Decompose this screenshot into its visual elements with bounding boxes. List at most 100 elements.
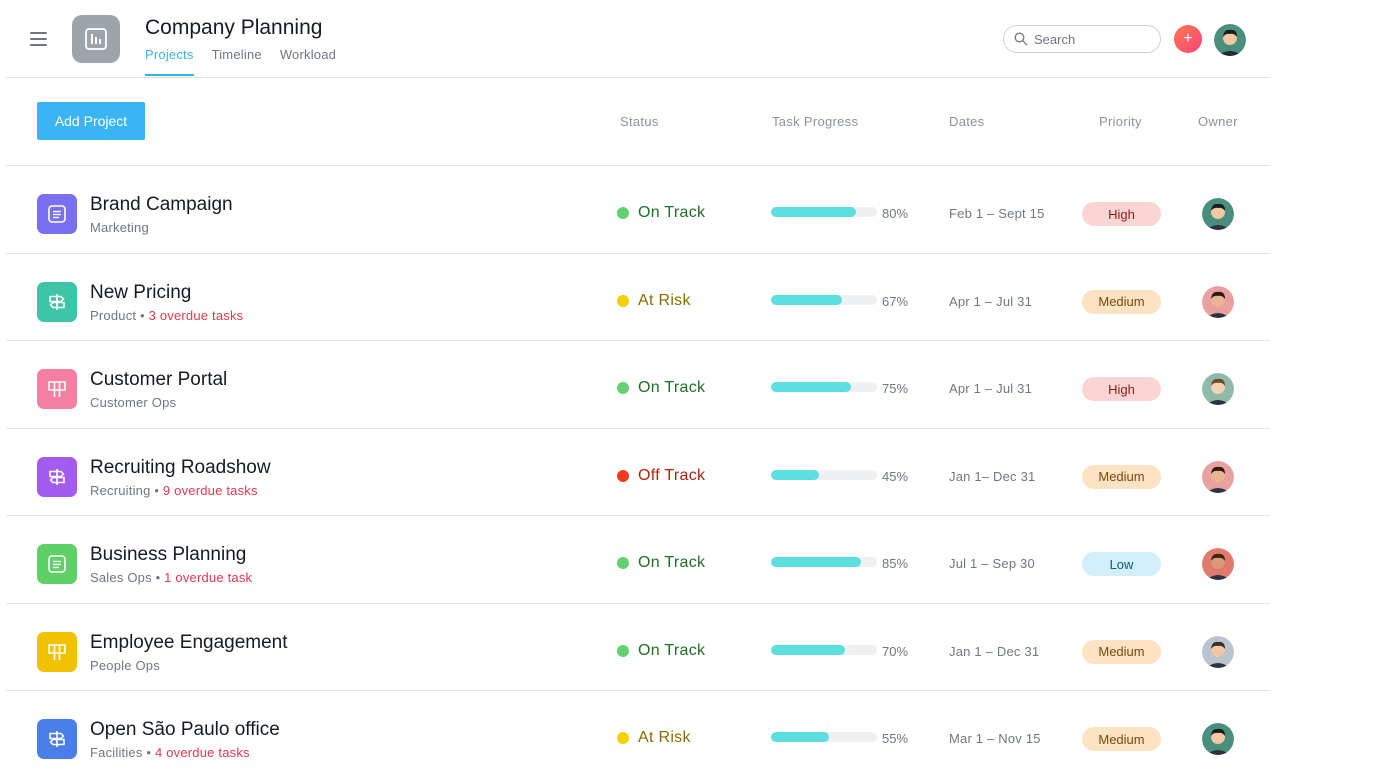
- tab-projects[interactable]: Projects: [145, 47, 194, 76]
- status-indicator[interactable]: On Track: [617, 204, 705, 222]
- progress-bar: [771, 469, 877, 480]
- search-placeholder: Search: [1034, 31, 1076, 47]
- project-dates[interactable]: Jul 1 – Sep 30: [949, 556, 1035, 571]
- separator: •: [155, 570, 161, 585]
- signpost-icon: [37, 456, 77, 497]
- progress-bar: [771, 557, 877, 567]
- tab-workload[interactable]: Workload: [279, 47, 337, 62]
- owner-avatar[interactable]: [1202, 460, 1234, 493]
- project-team: Product: [90, 307, 137, 323]
- project-name[interactable]: Customer Portal: [90, 369, 228, 390]
- quick-add-button[interactable]: +: [1174, 25, 1202, 53]
- progress-bar: [771, 382, 877, 392]
- project-meta: Customer Ops: [90, 395, 176, 410]
- column-status[interactable]: Status: [620, 114, 659, 129]
- status-dot-icon: [617, 207, 629, 219]
- project-name[interactable]: Business Planning: [90, 544, 247, 565]
- status-indicator[interactable]: Off Track: [617, 467, 705, 485]
- project-row[interactable]: New Pricing Product • 3 overdue tasks At…: [6, 254, 1270, 341]
- column-dates[interactable]: Dates: [949, 114, 985, 129]
- progress-fill: [771, 732, 830, 742]
- status-indicator[interactable]: On Track: [617, 642, 705, 660]
- project-row[interactable]: Brand Campaign Marketing On Track 80% Fe…: [6, 166, 1270, 254]
- progress-fill: [771, 207, 856, 217]
- overdue-tasks: 4 overdue tasks: [154, 745, 250, 760]
- project-name[interactable]: Open São Paulo office: [90, 719, 280, 740]
- priority-badge[interactable]: Low: [1082, 552, 1161, 576]
- project-meta: Recruiting • 9 overdue tasks: [90, 483, 258, 498]
- priority-badge[interactable]: High: [1082, 202, 1161, 226]
- priority-badge[interactable]: Medium: [1082, 727, 1161, 751]
- progress-percent: 55%: [882, 731, 909, 746]
- owner-avatar[interactable]: [1202, 373, 1234, 405]
- status-indicator[interactable]: On Track: [617, 379, 705, 397]
- project-name[interactable]: Brand Campaign: [90, 194, 233, 215]
- separator: •: [154, 482, 160, 498]
- tab-timeline[interactable]: Timeline: [211, 47, 262, 62]
- project-dates[interactable]: Apr 1 – Jul 31: [949, 381, 1033, 396]
- project-row[interactable]: Employee Engagement People Ops On Track …: [6, 604, 1270, 691]
- column-owner[interactable]: Owner: [1198, 114, 1238, 129]
- project-row[interactable]: Business Planning Sales Ops • 1 overdue …: [6, 516, 1270, 604]
- project-dates[interactable]: Mar 1 – Nov 15: [949, 731, 1041, 746]
- search-icon: [1014, 32, 1028, 46]
- priority-badge[interactable]: Medium: [1082, 639, 1161, 664]
- project-name[interactable]: Recruiting Roadshow: [90, 456, 271, 478]
- view-tabs: Projects Timeline Workload: [145, 47, 336, 76]
- project-dates[interactable]: Apr 1 – Jul 31: [949, 293, 1033, 309]
- priority-badge[interactable]: High: [1082, 377, 1161, 401]
- project-dates[interactable]: Jan 1 – Dec 31: [949, 643, 1040, 659]
- status-indicator[interactable]: At Risk: [617, 729, 691, 747]
- status-label: At Risk: [638, 291, 691, 309]
- owner-avatar[interactable]: [1202, 198, 1234, 230]
- status-label: On Track: [638, 379, 706, 396]
- status-indicator[interactable]: At Risk: [617, 292, 691, 310]
- project-meta: People Ops: [90, 658, 160, 673]
- overdue-tasks: 3 overdue tasks: [148, 307, 244, 323]
- priority-badge[interactable]: Medium: [1082, 289, 1161, 314]
- priority-badge[interactable]: Medium: [1082, 464, 1161, 489]
- status-dot-icon: [617, 382, 629, 394]
- progress-bar: [771, 294, 877, 305]
- owner-avatar[interactable]: [1202, 548, 1234, 580]
- progress-percent: 70%: [882, 643, 909, 659]
- project-row[interactable]: Open São Paulo office Facilities • 4 ove…: [6, 691, 1270, 778]
- owner-avatar[interactable]: [1202, 635, 1234, 668]
- progress-fill: [771, 469, 819, 480]
- separator: •: [146, 745, 152, 760]
- owner-avatar[interactable]: [1202, 285, 1234, 318]
- progress-percent: 45%: [882, 468, 909, 484]
- list-icon: [37, 194, 77, 234]
- project-row[interactable]: Recruiting Roadshow Recruiting • 9 overd…: [6, 429, 1270, 516]
- top-bar: Company Planning Projects Timeline Workl…: [6, 0, 1270, 78]
- project-team: Facilities: [90, 745, 143, 760]
- user-avatar[interactable]: [1214, 24, 1246, 56]
- separator: •: [140, 307, 145, 323]
- progress-percent: 85%: [882, 556, 909, 571]
- status-label: On Track: [638, 204, 706, 221]
- column-priority[interactable]: Priority: [1099, 114, 1142, 129]
- signpost-icon: [37, 719, 77, 759]
- project-meta: Product • 3 overdue tasks: [90, 308, 243, 323]
- menu-icon[interactable]: [30, 30, 48, 46]
- status-label: On Track: [638, 554, 706, 571]
- add-project-button[interactable]: Add Project: [37, 102, 145, 140]
- project-team: Marketing: [90, 220, 149, 235]
- project-name[interactable]: Employee Engagement: [90, 631, 288, 653]
- search-input[interactable]: Search: [1003, 25, 1161, 53]
- column-task-progress[interactable]: Task Progress: [772, 114, 859, 129]
- signpost-icon: [37, 281, 77, 322]
- project-team: Customer Ops: [90, 395, 177, 410]
- project-dates[interactable]: Jan 1– Dec 31: [949, 468, 1036, 484]
- status-dot-icon: [617, 294, 629, 307]
- owner-avatar[interactable]: [1202, 723, 1234, 755]
- status-label: On Track: [638, 641, 706, 659]
- status-indicator[interactable]: On Track: [617, 554, 705, 572]
- project-row[interactable]: Customer Portal Customer Ops On Track 75…: [6, 341, 1270, 429]
- project-dates[interactable]: Feb 1 – Sept 15: [949, 206, 1045, 221]
- status-dot-icon: [617, 644, 629, 657]
- overdue-tasks: 1 overdue task: [164, 570, 253, 585]
- status-label: At Risk: [638, 729, 691, 746]
- project-name[interactable]: New Pricing: [90, 281, 192, 303]
- board-icon: [37, 631, 77, 672]
